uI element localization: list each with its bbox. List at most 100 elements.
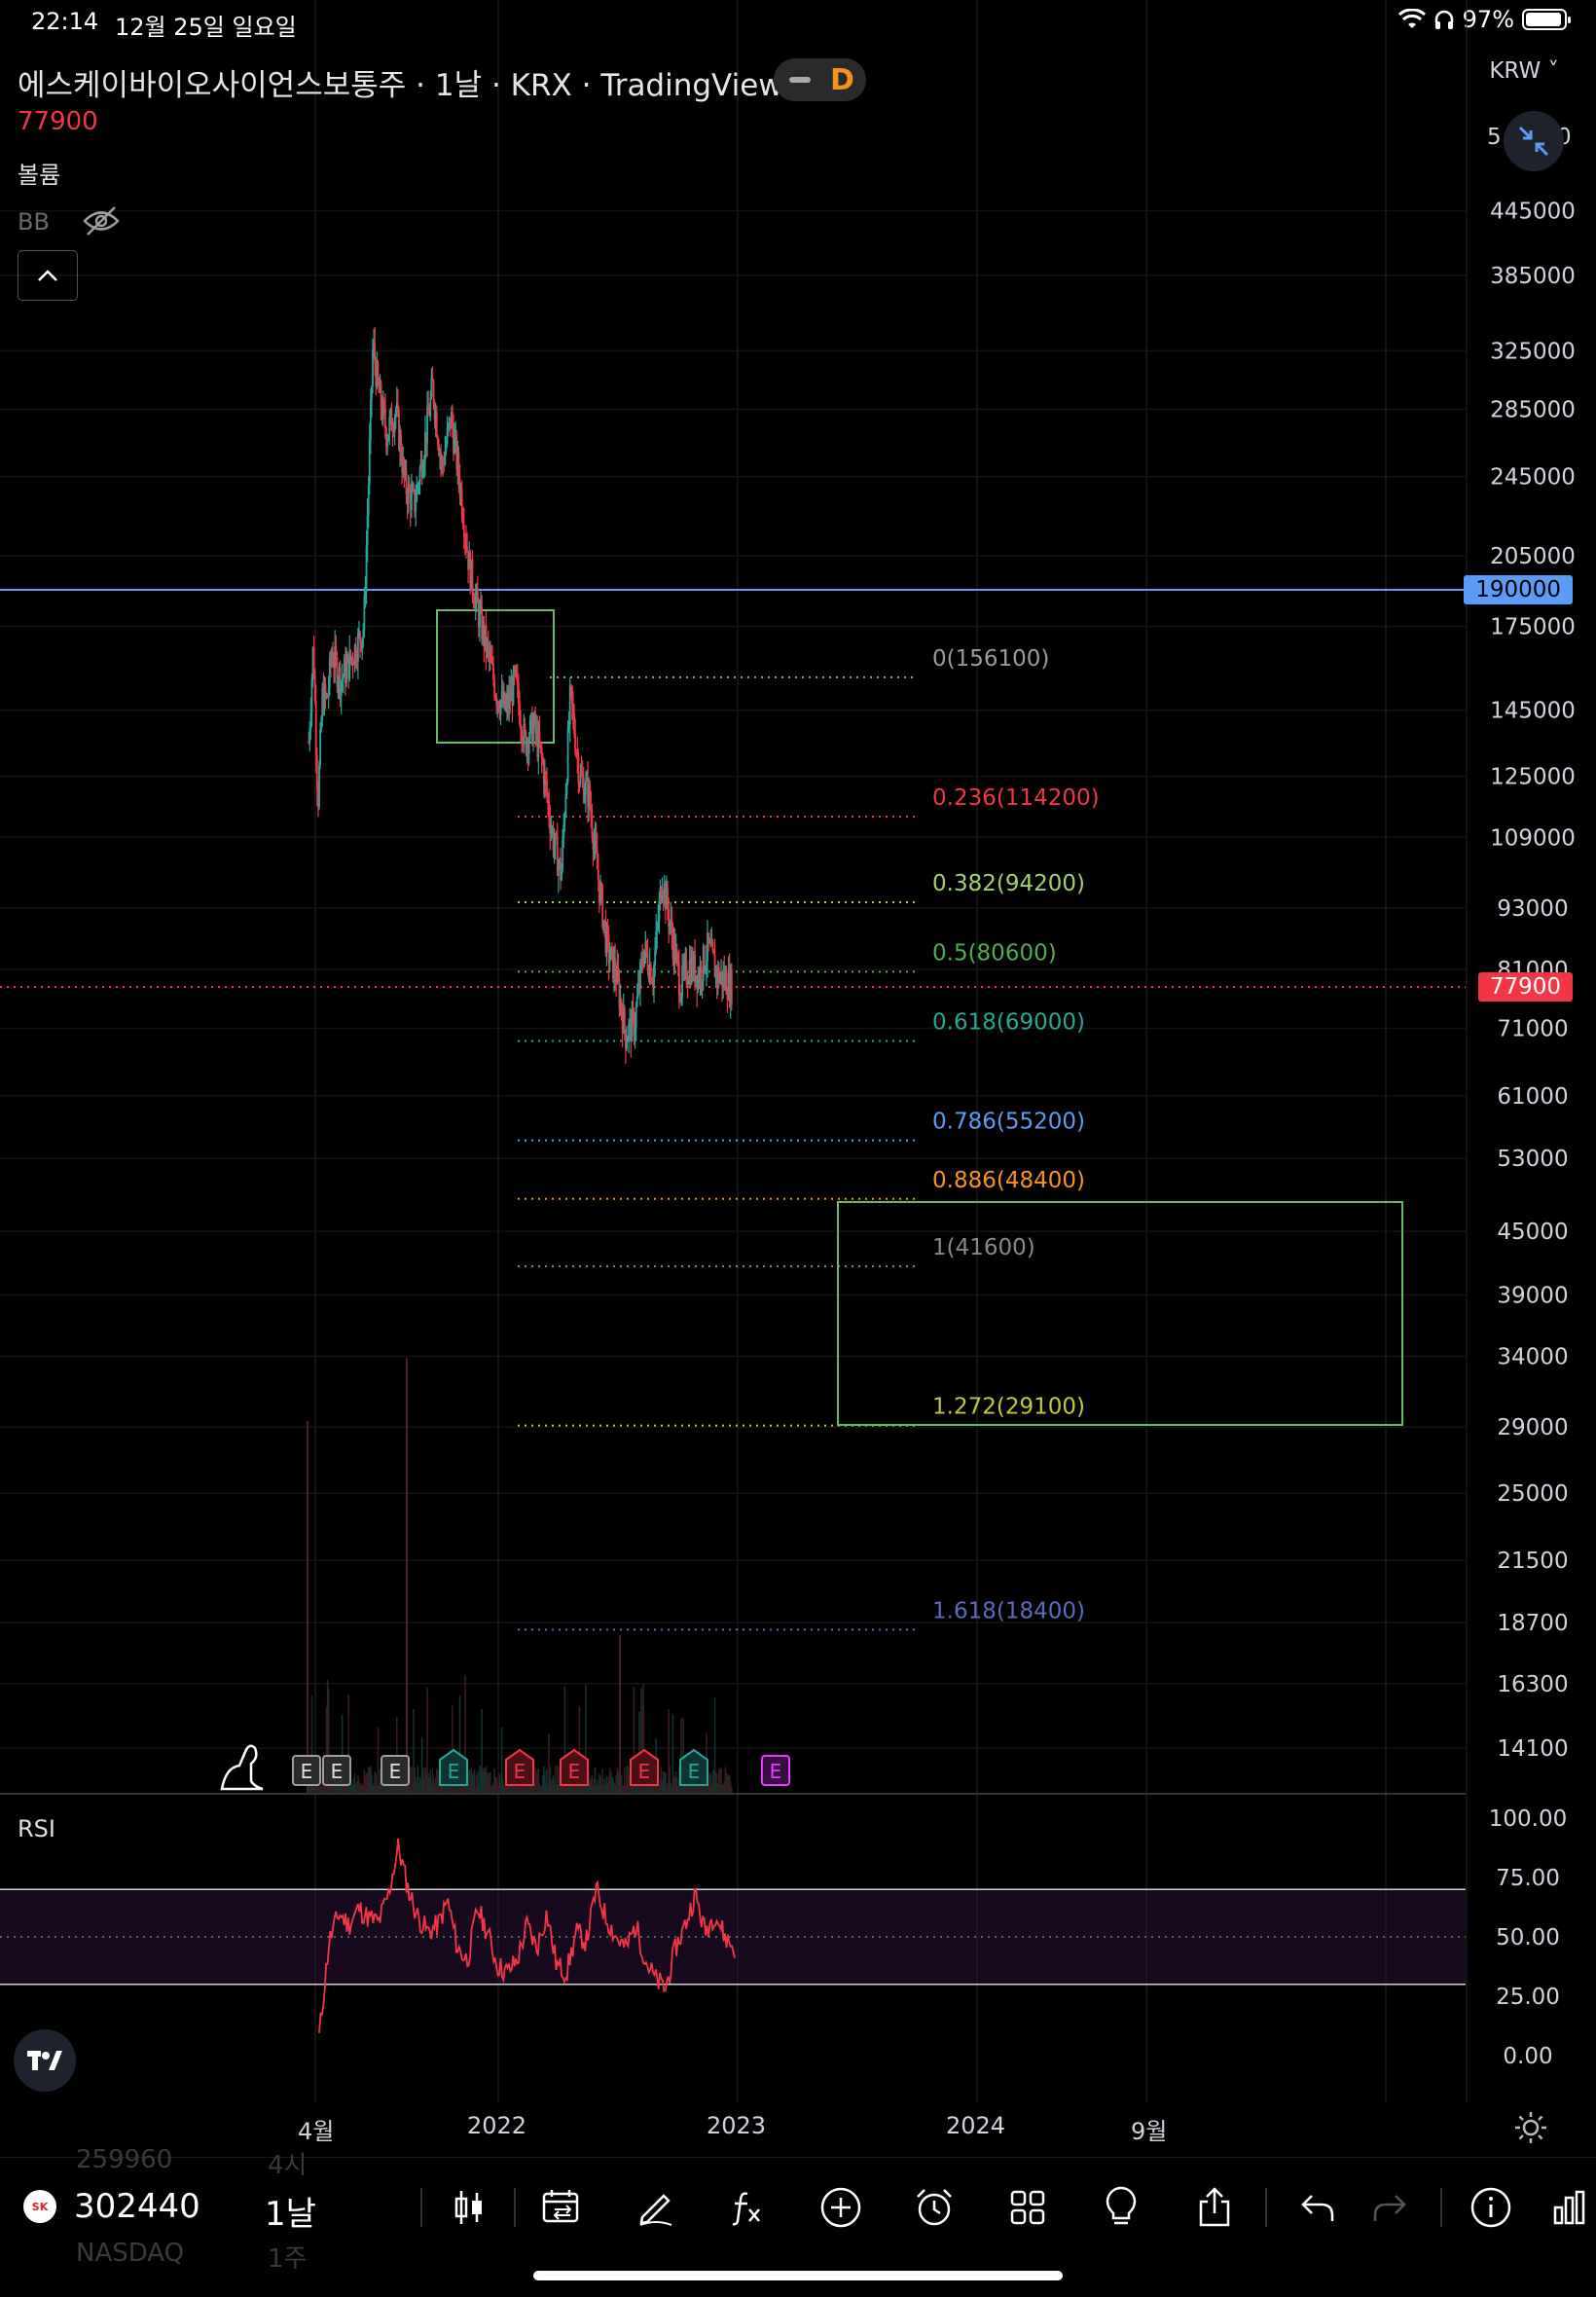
drawing-tools-button[interactable] bbox=[633, 2184, 679, 2231]
alerts-button[interactable] bbox=[911, 2184, 958, 2231]
chart-type-button[interactable] bbox=[446, 2184, 492, 2231]
chart-title[interactable]: 에스케이바이오사이언스보통주 · 1날 · KRX · TradingView bbox=[18, 68, 783, 103]
candle-body bbox=[659, 888, 662, 901]
volume-bar bbox=[317, 1784, 319, 1793]
volume-bar bbox=[633, 1687, 635, 1793]
info-button[interactable] bbox=[1468, 2184, 1514, 2231]
volume-bar bbox=[595, 1784, 598, 1793]
candle-body bbox=[634, 1027, 636, 1037]
candle-body bbox=[376, 363, 379, 387]
volume-bar bbox=[552, 1775, 555, 1793]
volume-bar bbox=[598, 1773, 600, 1793]
volume-bar bbox=[562, 1784, 563, 1793]
earnings-marker: E bbox=[761, 1755, 790, 1786]
candle-body bbox=[326, 695, 329, 698]
candle-body bbox=[448, 417, 451, 424]
financials-button[interactable] bbox=[1549, 2184, 1588, 2231]
interval-selector[interactable]: 1날 bbox=[265, 2195, 316, 2234]
add-button[interactable] bbox=[817, 2184, 864, 2231]
volume-bar bbox=[441, 1779, 443, 1793]
candle-body bbox=[729, 970, 732, 1003]
symbol-selector[interactable]: 302440 bbox=[74, 2187, 200, 2226]
volume-bar bbox=[344, 1783, 345, 1793]
volume-bar bbox=[468, 1769, 471, 1793]
earnings-marker: E bbox=[560, 1748, 589, 1786]
price-axis-label: 93000 bbox=[1497, 896, 1568, 922]
candle-body bbox=[343, 659, 345, 676]
share-button[interactable] bbox=[1191, 2184, 1238, 2231]
volume-bar bbox=[482, 1770, 485, 1793]
candle-body bbox=[671, 919, 673, 936]
candle-body bbox=[590, 806, 593, 818]
candle-body bbox=[338, 667, 341, 683]
candle-body bbox=[583, 794, 586, 802]
tradingview-logo[interactable] bbox=[14, 2029, 76, 2092]
indicators-button[interactable] bbox=[724, 2184, 771, 2231]
candle-body bbox=[528, 718, 531, 740]
volume-bar bbox=[500, 1727, 503, 1793]
candle-body bbox=[725, 972, 728, 995]
price-chart[interactable]: 0(156100) 0.236(114200) 0.382(94200) 0.5(80… bbox=[0, 0, 1596, 2157]
price-axis-label: 16300 bbox=[1497, 1672, 1568, 1697]
volume-bar bbox=[713, 1696, 716, 1793]
volume-bar bbox=[608, 1768, 611, 1793]
candle-body bbox=[599, 886, 601, 903]
candle-body bbox=[635, 1005, 637, 1028]
layouts-button[interactable] bbox=[1004, 2184, 1051, 2231]
price-axis-label: 245000 bbox=[1490, 465, 1576, 491]
candle-body bbox=[413, 488, 415, 491]
volume-bar bbox=[489, 1771, 491, 1793]
candle-body bbox=[408, 484, 411, 492]
volume-bar bbox=[551, 1779, 554, 1793]
volume-bar bbox=[541, 1775, 544, 1793]
price-axis-label: 21500 bbox=[1497, 1549, 1568, 1574]
collapse-indicators-button[interactable] bbox=[18, 250, 78, 301]
candle-body bbox=[723, 971, 726, 985]
volume-bar bbox=[635, 1783, 637, 1793]
volume-bar bbox=[666, 1786, 668, 1793]
volume-bar bbox=[481, 1709, 483, 1793]
candle-body bbox=[327, 687, 330, 698]
volume-bar bbox=[630, 1786, 633, 1793]
hidden-eye-icon[interactable] bbox=[82, 204, 121, 241]
volume-bar bbox=[491, 1785, 493, 1793]
candle-body bbox=[573, 712, 575, 735]
exit-fullscreen-button[interactable] bbox=[1504, 111, 1564, 171]
currency-selector[interactable]: KRW ˅ bbox=[1489, 58, 1559, 84]
bollinger-bands-label[interactable]: BB bbox=[18, 208, 50, 236]
candle-body bbox=[427, 406, 430, 415]
candle-body bbox=[604, 921, 607, 954]
volume-bar bbox=[622, 1785, 625, 1793]
candle-body bbox=[353, 644, 356, 666]
candle-body bbox=[411, 490, 413, 510]
last-price: 77900 bbox=[18, 107, 98, 136]
compare-dates-button[interactable] bbox=[539, 2184, 586, 2231]
candle-body bbox=[388, 418, 391, 435]
chart-settings-icon[interactable] bbox=[1513, 2110, 1548, 2149]
rsi-indicator-label[interactable]: RSI bbox=[18, 1815, 55, 1842]
candle-body bbox=[666, 887, 668, 910]
candle-body bbox=[543, 773, 546, 786]
candle-body bbox=[575, 752, 578, 754]
candle-body bbox=[707, 932, 708, 962]
candle-body bbox=[653, 965, 655, 987]
candle-body bbox=[680, 995, 682, 1002]
horizontal-line-price-tag[interactable]: 190000 bbox=[1464, 575, 1573, 604]
ideas-button[interactable] bbox=[1098, 2184, 1144, 2231]
volume-bar bbox=[377, 1727, 380, 1793]
volume-bar bbox=[340, 1782, 343, 1793]
volume-bar bbox=[365, 1772, 368, 1793]
undo-button[interactable] bbox=[1294, 2184, 1341, 2231]
candle-body bbox=[466, 547, 468, 552]
redo-button[interactable] bbox=[1366, 2184, 1413, 2231]
volume-bar bbox=[425, 1768, 427, 1793]
volume-bar bbox=[419, 1780, 422, 1793]
volume-bar bbox=[493, 1768, 495, 1793]
candle-body bbox=[700, 966, 703, 983]
market-status-pill[interactable]: D bbox=[774, 58, 866, 101]
volume-bar bbox=[483, 1768, 486, 1793]
volume-bar bbox=[352, 1777, 355, 1793]
volume-indicator-label[interactable]: 볼륨 bbox=[18, 162, 61, 189]
candle-body bbox=[685, 959, 688, 984]
candle-body bbox=[417, 484, 420, 486]
